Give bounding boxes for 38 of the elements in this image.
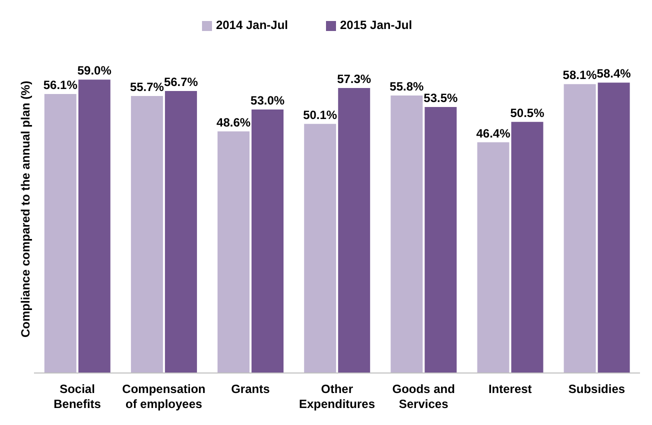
data-label: 59.0% xyxy=(77,64,112,78)
bar xyxy=(164,91,197,373)
bar xyxy=(78,80,110,373)
data-label: 53.0% xyxy=(250,93,285,108)
bar xyxy=(511,122,544,373)
bar xyxy=(598,82,630,373)
bar xyxy=(424,106,457,373)
x-tick-label: Social Benefits xyxy=(54,382,102,411)
data-label: 58.4% xyxy=(596,66,632,81)
x-tick-label: Subsidies xyxy=(568,382,626,396)
y-axis-title: Compliance compared to the annual plan (%) xyxy=(18,80,32,338)
bar xyxy=(390,96,423,373)
data-label: 50.5% xyxy=(510,106,545,120)
bar xyxy=(477,142,510,373)
x-tick-label: Grants xyxy=(231,382,270,396)
legend-label: 2014 Jan-Jul xyxy=(216,18,288,32)
x-tick-label: Other Expenditures xyxy=(298,382,376,411)
data-label: 55.7% xyxy=(130,80,164,94)
data-label: 57.3% xyxy=(337,72,372,86)
bar xyxy=(218,131,250,373)
data-label: 50.1% xyxy=(303,108,338,122)
x-tick-label: Compensation of employees xyxy=(122,382,206,411)
x-tick-label: Interest xyxy=(488,382,532,396)
data-label: 56.7% xyxy=(164,75,198,90)
bar xyxy=(130,96,163,373)
data-label: 55.8% xyxy=(390,80,424,94)
bar xyxy=(338,88,370,373)
bar xyxy=(564,84,596,373)
x-tick-label: Goods and Services xyxy=(392,382,455,411)
bar xyxy=(44,94,76,373)
data-label: 53.5% xyxy=(424,90,458,105)
bar xyxy=(304,124,336,373)
bar xyxy=(252,109,284,373)
legend-label: 2015 Jan-Jul xyxy=(340,18,412,32)
data-label: 46.4% xyxy=(476,126,511,140)
data-label: 48.6% xyxy=(216,115,251,130)
data-label: 58.1% xyxy=(562,68,598,82)
data-label: 56.1% xyxy=(43,78,78,92)
